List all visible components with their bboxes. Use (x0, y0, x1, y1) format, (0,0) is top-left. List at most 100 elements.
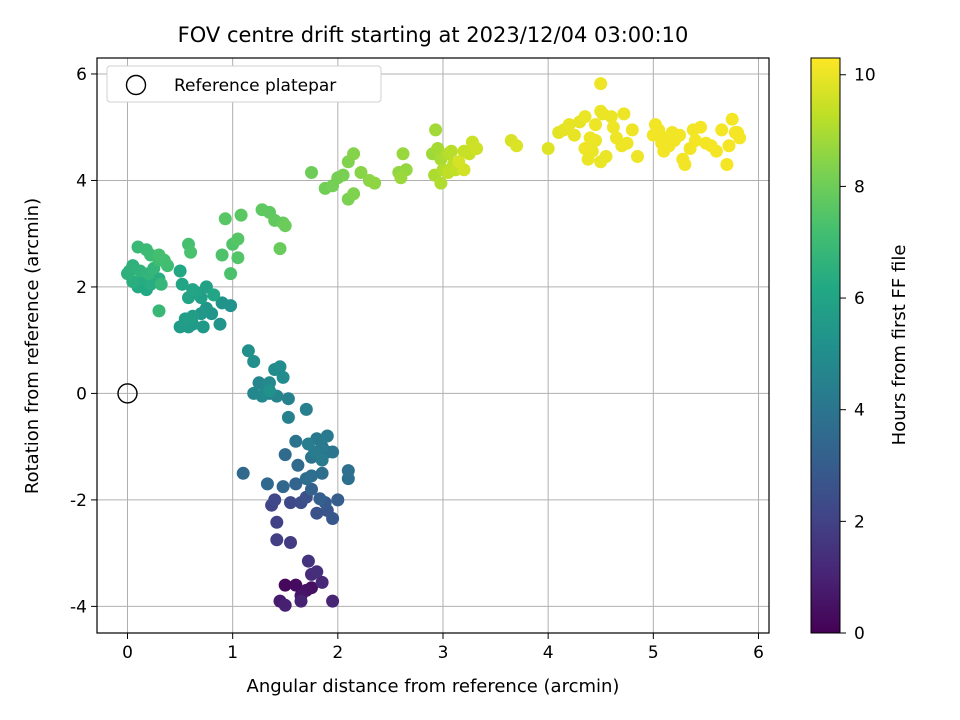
data-point (313, 492, 327, 506)
data-point (278, 448, 292, 462)
data-point (213, 317, 227, 331)
colorbar-tick-label: 0 (854, 624, 865, 644)
data-point (709, 144, 723, 158)
data-point (431, 142, 445, 155)
data-point (215, 296, 229, 310)
x-tick-label: 6 (753, 643, 764, 663)
data-point (429, 123, 443, 137)
data-point (715, 123, 729, 137)
data-point (394, 171, 408, 185)
data-point (305, 166, 318, 179)
data-point (594, 77, 608, 91)
data-point (673, 128, 687, 142)
legend-entry: Reference platepar (174, 76, 336, 96)
data-point (347, 187, 361, 201)
y-axis-label: Rotation from reference (arcmin) (22, 198, 43, 494)
data-point (196, 320, 210, 334)
x-tick-label: 3 (438, 643, 449, 663)
colorbar-tick-label: 6 (854, 289, 865, 309)
data-point (315, 575, 329, 589)
colorbar-tick-label: 10 (854, 66, 876, 86)
colorbar-tick-label: 4 (854, 401, 865, 421)
data-point (252, 376, 266, 390)
data-point (631, 150, 644, 163)
colorbar: 0 2 4 6 8 10 Hours from first FF file (810, 57, 910, 644)
data-point (720, 158, 734, 171)
data-point (284, 536, 297, 549)
data-point (281, 410, 295, 424)
data-point (578, 142, 592, 155)
data-point (231, 251, 245, 265)
data-point (310, 506, 324, 520)
data-point (184, 245, 198, 259)
data-point (567, 128, 581, 142)
data-point (247, 355, 261, 368)
data-point (326, 445, 340, 459)
data-point (278, 598, 292, 612)
data-point (336, 168, 350, 182)
data-point (396, 147, 410, 161)
data-point (725, 112, 739, 126)
colorbar-tick-label: 2 (854, 512, 865, 532)
data-point (260, 477, 274, 491)
data-point (434, 176, 448, 190)
data-point (452, 155, 466, 169)
x-tick-label: 2 (332, 643, 343, 663)
y-tick-label: 6 (76, 65, 87, 85)
data-point (186, 309, 200, 323)
x-tick-label: 1 (227, 643, 238, 663)
legend: Reference platepar (106, 65, 382, 103)
data-point (510, 139, 524, 153)
legend-box (106, 65, 382, 103)
data-point (278, 219, 292, 233)
data-point (207, 288, 221, 302)
data-point (263, 384, 276, 398)
x-tick-label: 0 (122, 643, 133, 663)
data-point (731, 126, 744, 139)
data-point (678, 158, 692, 171)
y-tick-label: 2 (76, 278, 87, 298)
data-point (289, 434, 303, 448)
data-point (289, 477, 303, 491)
data-point (347, 147, 361, 161)
data-point (594, 155, 608, 169)
data-point (299, 402, 313, 416)
data-point (541, 142, 555, 155)
colorbar-gradient (810, 57, 841, 634)
y-tick-label: -4 (70, 597, 87, 617)
chart-title: FOV centre drift starting at 2023/12/04 … (178, 23, 689, 47)
data-point (604, 110, 618, 124)
data-point (218, 212, 232, 226)
data-point (331, 493, 345, 507)
data-point (326, 594, 340, 608)
data-point (268, 493, 282, 507)
data-point (354, 166, 368, 179)
x-tick-label: 5 (648, 643, 659, 663)
data-point (301, 437, 315, 451)
data-point (175, 277, 189, 291)
legend-marker-icon (125, 74, 147, 96)
data-point (224, 267, 238, 281)
colorbar-ticks: 0 2 4 6 8 10 (840, 66, 876, 644)
data-point (289, 578, 303, 592)
data-point (236, 466, 250, 480)
data-point (154, 277, 168, 291)
data-point (270, 515, 284, 529)
data-point (368, 176, 382, 190)
data-point (620, 136, 634, 150)
y-axis: -4 -2 0 2 4 6 (70, 65, 97, 617)
x-axis: 0 1 2 3 4 5 6 (122, 633, 764, 663)
data-point (562, 118, 576, 132)
y-tick-label: -2 (70, 491, 87, 511)
data-point (270, 533, 284, 547)
colorbar-tick-label: 8 (854, 177, 865, 197)
data-point (722, 139, 736, 153)
data-point (583, 131, 597, 145)
data-point (234, 208, 248, 222)
data-point (625, 123, 639, 137)
data-point (291, 458, 305, 472)
data-point (470, 142, 484, 155)
data-point (310, 565, 324, 579)
data-point (186, 283, 200, 297)
data-point (173, 264, 187, 278)
